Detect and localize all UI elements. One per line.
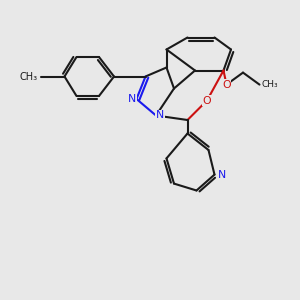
Text: N: N <box>156 110 164 121</box>
Text: CH₃: CH₃ <box>20 71 38 82</box>
Text: O: O <box>222 80 231 90</box>
Text: N: N <box>218 169 226 180</box>
Text: O: O <box>203 95 211 106</box>
Text: CH₃: CH₃ <box>261 80 278 89</box>
Text: N: N <box>128 94 136 104</box>
